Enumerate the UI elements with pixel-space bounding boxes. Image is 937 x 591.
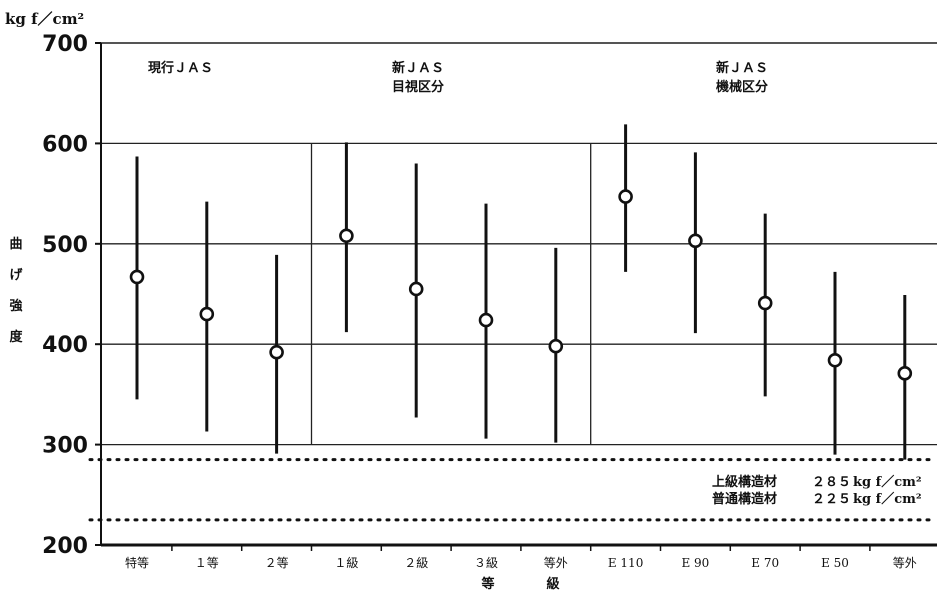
- grid-lines: [101, 42, 937, 446]
- y-tick-label: 700: [42, 32, 88, 57]
- y-tick-label: 600: [42, 132, 88, 157]
- y-axis-label-char: 曲: [9, 236, 22, 252]
- y-tick-label: 300: [42, 434, 88, 459]
- reference-value: ２８５: [812, 475, 851, 490]
- mean-point: [129, 269, 145, 285]
- y-axis-label-char: げ: [9, 267, 23, 283]
- x-category-label: ３級: [474, 556, 498, 570]
- axes: [95, 42, 937, 551]
- x-category-label: E 50: [821, 556, 849, 570]
- group-label: 新ＪＡＳ: [716, 60, 768, 76]
- x-category-label: E 70: [751, 556, 779, 570]
- mean-point: [199, 306, 215, 322]
- mean-point: [827, 352, 843, 368]
- unit-label: kg f／cm²: [5, 10, 84, 28]
- mean-point: [618, 189, 633, 204]
- y-tick-labels: 200 300 400 500 600 700: [42, 32, 88, 559]
- reference-unit: kg f／cm²: [853, 474, 922, 490]
- x-category-label: 等外: [544, 556, 568, 570]
- y-axis-label-char: 度: [9, 329, 23, 345]
- mean-point: [478, 312, 494, 328]
- reference-label: 普通構造材: [712, 491, 777, 507]
- x-axis-label-char: 級: [546, 576, 559, 591]
- reference-value: ２２５: [812, 492, 851, 507]
- y-tick-label: 400: [42, 333, 88, 358]
- mean-point: [339, 228, 354, 244]
- group-label: 新ＪＡＳ: [392, 60, 444, 76]
- x-category-label: １級: [334, 556, 358, 570]
- x-category-labels: 特等 １等 ２等 １級 ２級 ３級 等外 E 110 E 90 E 70 E 50 等外: [125, 555, 917, 570]
- x-category-label: 等外: [893, 556, 917, 570]
- group-label: 現行ＪＡＳ: [148, 60, 213, 76]
- x-category-label: 特等: [125, 555, 149, 570]
- x-category-label: ２等: [265, 556, 289, 570]
- group-label: 機械区分: [716, 79, 768, 95]
- y-tick-label: 500: [42, 233, 88, 258]
- reference-unit: kg f／cm²: [853, 491, 922, 507]
- data-marks: [129, 124, 913, 460]
- mean-point: [408, 281, 424, 297]
- mean-point: [269, 344, 284, 360]
- x-category-label: E 110: [608, 556, 643, 570]
- x-category-label: ２級: [404, 556, 428, 570]
- mean-point: [688, 233, 703, 249]
- mean-point: [548, 338, 564, 354]
- mean-point: [897, 366, 913, 381]
- y-axis-label-char: 強: [9, 298, 22, 314]
- x-category-label: １等: [195, 556, 219, 570]
- reference-lines: [88, 458, 932, 522]
- mean-point: [757, 295, 773, 311]
- x-category-label: E 90: [681, 556, 709, 570]
- group-label: 目視区分: [392, 79, 444, 95]
- reference-label: 上級構造材: [712, 474, 777, 490]
- x-axis-label-char: 等: [480, 576, 494, 591]
- y-tick-label: 200: [42, 534, 88, 559]
